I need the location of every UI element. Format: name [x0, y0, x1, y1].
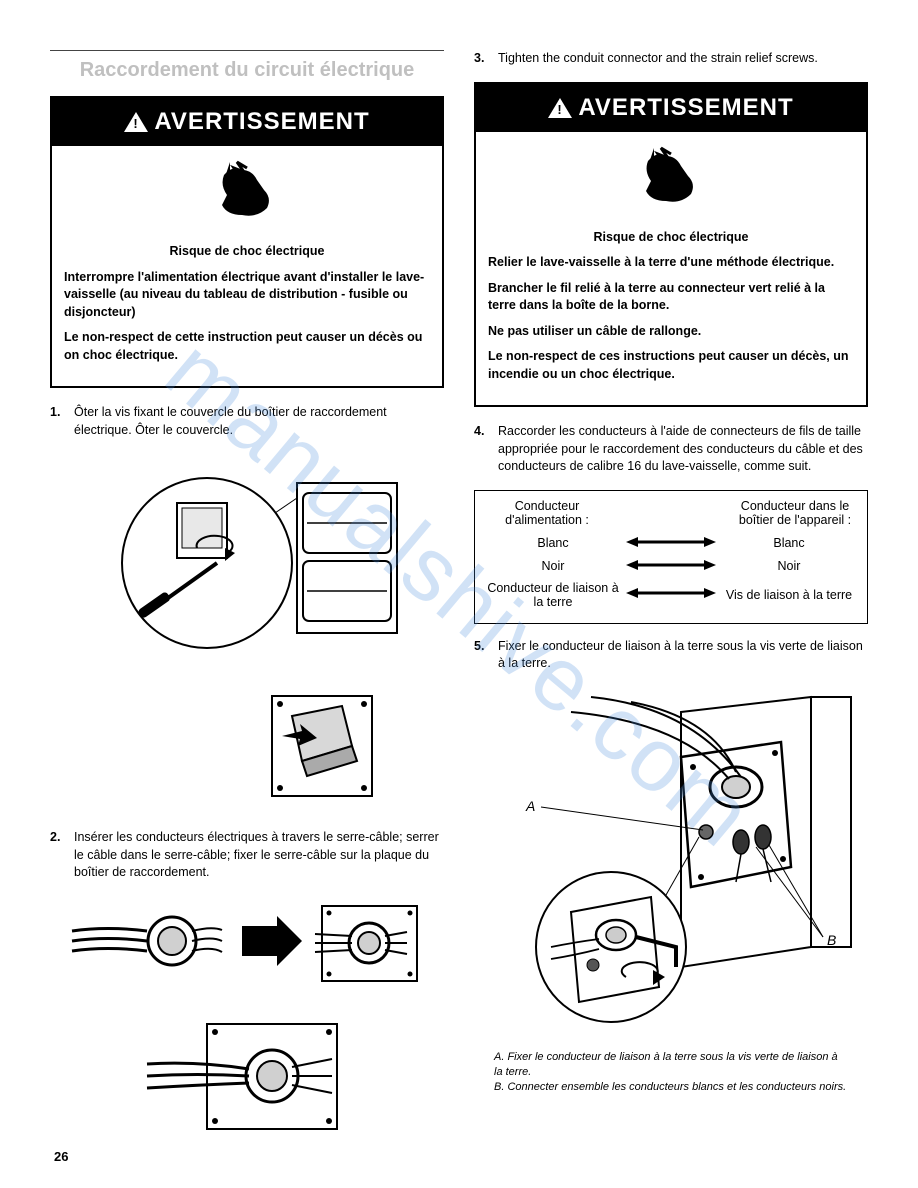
caption-A: A. Fixer le conducteur de liaison à la t…	[494, 1050, 848, 1081]
figure-step5: A B	[474, 687, 868, 1032]
step-text: Raccorder les conducteurs à l'aide de co…	[498, 423, 868, 476]
figure-step2-bottom	[50, 1009, 444, 1144]
warning-p1: Interrompre l'alimentation électrique av…	[64, 269, 430, 322]
shock-hand-icon	[212, 160, 282, 224]
table-header-row: Conducteur d'alimentation : Conducteur d…	[485, 499, 857, 527]
figure-step2-top	[50, 896, 444, 991]
step4-list: 4. Raccorder les conducteurs à l'aide de…	[474, 423, 868, 476]
callout-A: A	[525, 798, 535, 814]
step-4: 4. Raccorder les conducteurs à l'aide de…	[474, 423, 868, 476]
warning-p1: Relier le lave-vaisselle à la terre d'un…	[488, 254, 854, 272]
table-row: Blanc Blanc	[485, 535, 857, 552]
callout-B: B	[827, 932, 836, 948]
section-title: Raccordement du circuit électrique	[50, 50, 444, 86]
shock-icon-area	[52, 146, 442, 239]
warning-header-text: AVERTISSEMENT	[578, 94, 793, 122]
cell-left: Noir	[485, 559, 621, 573]
warning-triangle-icon	[124, 112, 148, 132]
figure-caption: A. Fixer le conducteur de liaison à la t…	[474, 1050, 868, 1096]
warning-header: AVERTISSEMENT	[476, 84, 866, 132]
step-3: 3. Tighten the conduit connector and the…	[474, 50, 868, 68]
step-num: 3.	[474, 50, 498, 68]
step-num: 1.	[50, 404, 74, 439]
warning-p4: Le non-respect de ces instructions peut …	[488, 348, 854, 383]
right-column: 3. Tighten the conduit connector and the…	[474, 50, 868, 1162]
cell-right: Noir	[721, 559, 857, 573]
two-column-layout: Raccordement du circuit électrique AVERT…	[50, 50, 868, 1162]
shock-hand-icon	[636, 146, 706, 210]
step-text: Insérer les conducteurs électriques à tr…	[74, 829, 444, 882]
left-column: Raccordement du circuit électrique AVERT…	[50, 50, 444, 1162]
warning-box-right: AVERTISSEMENT Risque de choc électrique …	[474, 82, 868, 408]
step-text: Tighten the conduit connector and the st…	[498, 50, 868, 68]
warning-risk: Risque de choc électrique	[488, 229, 854, 247]
cell-left: Blanc	[485, 536, 621, 550]
warning-header: AVERTISSEMENT	[52, 98, 442, 146]
table-row: Noir Noir	[485, 558, 857, 575]
table-row: Conducteur de liaison à la terre Vis de …	[485, 581, 857, 609]
warning-p2: Le non-respect de cette instruction peut…	[64, 329, 430, 364]
figure-cover	[50, 676, 444, 811]
figure-step1	[50, 453, 444, 658]
cell-left: Conducteur de liaison à la terre	[485, 581, 621, 609]
step-text: Fixer le conducteur de liaison à la terr…	[498, 638, 868, 673]
cell-right: Blanc	[721, 536, 857, 550]
warning-header-text: AVERTISSEMENT	[154, 108, 369, 136]
warning-p3: Ne pas utiliser un câble de rallonge.	[488, 323, 854, 341]
double-arrow-icon	[621, 586, 721, 603]
steps-list-left: 1. Ôter la vis fixant le couvercle du bo…	[50, 404, 444, 439]
step3-list: 3. Tighten the conduit connector and the…	[474, 50, 868, 68]
page-number: 26	[54, 1149, 68, 1164]
warning-body: Risque de choc électrique Interrompre l'…	[52, 239, 442, 386]
warning-p2: Brancher le fil relié à la terre au conn…	[488, 280, 854, 315]
step-num: 4.	[474, 423, 498, 476]
warning-risk: Risque de choc électrique	[64, 243, 430, 261]
step-1: 1. Ôter la vis fixant le couvercle du bo…	[50, 404, 444, 439]
table-header-right: Conducteur dans le boîtier de l'appareil…	[733, 499, 857, 527]
step-num: 5.	[474, 638, 498, 673]
table-header-left: Conducteur d'alimentation :	[485, 499, 609, 527]
warning-triangle-icon	[548, 98, 572, 118]
double-arrow-icon	[621, 535, 721, 552]
cell-right: Vis de liaison à la terre	[721, 588, 857, 602]
shock-icon-area	[476, 132, 866, 225]
steps-list-left-2: 2. Insérer les conducteurs électriques à…	[50, 829, 444, 882]
warning-body: Risque de choc électrique Relier le lave…	[476, 225, 866, 406]
warning-box-left: AVERTISSEMENT Risque de choc électrique …	[50, 96, 444, 388]
step-5: 5. Fixer le conducteur de liaison à la t…	[474, 638, 868, 673]
caption-B: B. Connecter ensemble les conducteurs bl…	[494, 1080, 848, 1095]
step-2: 2. Insérer les conducteurs électriques à…	[50, 829, 444, 882]
wire-mapping-table: Conducteur d'alimentation : Conducteur d…	[474, 490, 868, 624]
table-header-spacer	[609, 499, 733, 527]
step-text: Ôter la vis fixant le couvercle du boîti…	[74, 404, 444, 439]
step5-list: 5. Fixer le conducteur de liaison à la t…	[474, 638, 868, 673]
step-num: 2.	[50, 829, 74, 882]
double-arrow-icon	[621, 558, 721, 575]
